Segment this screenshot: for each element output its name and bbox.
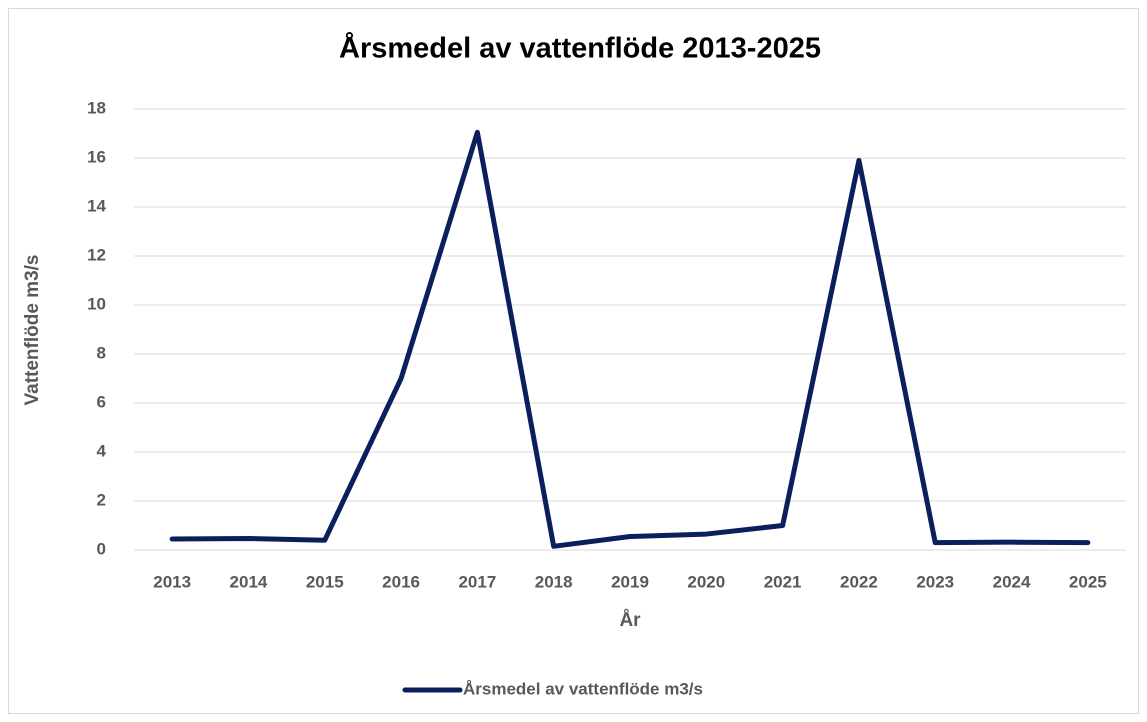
x-tick-label: 2023 [916, 572, 954, 591]
legend-label: Årsmedel av vattenflöde m3/s [463, 679, 703, 698]
y-tick-label: 4 [97, 441, 107, 460]
y-tick-label: 6 [97, 392, 106, 411]
y-tick-label: 10 [87, 294, 106, 313]
x-tick-label: 2016 [382, 572, 420, 591]
chart-title: Årsmedel av vattenflöde 2013-2025 [339, 32, 821, 65]
y-tick-label: 16 [87, 147, 106, 166]
data-line [169, 129, 1091, 549]
x-axis-title: År [619, 610, 641, 631]
y-tick-label: 2 [97, 490, 106, 509]
x-tick-label: 2017 [458, 572, 496, 591]
x-tick-label: 2020 [687, 572, 725, 591]
x-tick-label: 2018 [535, 572, 573, 591]
x-tick-label: 2024 [993, 572, 1031, 591]
y-tick-label: 18 [87, 98, 106, 117]
y-tick-label: 14 [87, 196, 106, 215]
y-tick-label: 8 [97, 343, 106, 362]
x-tick-label: 2013 [153, 572, 191, 591]
x-tick-label: 2015 [306, 572, 344, 591]
x-tick-label: 2019 [611, 572, 649, 591]
y-tick-label: 0 [97, 539, 106, 558]
chart-frame [8, 8, 1139, 714]
x-tick-label: 2021 [764, 572, 802, 591]
x-tick-label: 2022 [840, 572, 878, 591]
y-axis-title: Vattenflöde m3/s [22, 255, 43, 406]
x-tick-label: 2014 [230, 572, 268, 591]
y-tick-label: 12 [87, 245, 106, 264]
x-tick-label: 2025 [1069, 572, 1107, 591]
